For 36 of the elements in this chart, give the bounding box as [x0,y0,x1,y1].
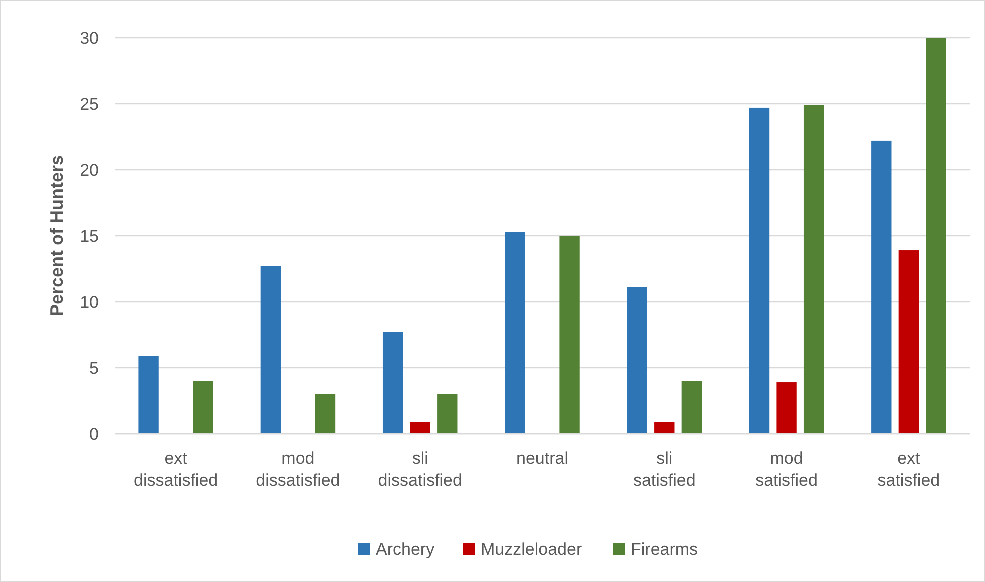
bar [505,232,526,434]
y-tick-label: 0 [90,424,99,444]
bar [138,356,159,434]
bar [315,394,336,434]
y-tick-label: 5 [90,358,99,378]
bar [749,108,770,434]
bar [682,381,702,434]
legend-label: Muzzleloader [481,540,582,559]
bar [410,422,430,434]
y-tick-label: 10 [80,292,99,312]
y-tick-label: 25 [80,94,99,114]
bar [382,332,404,434]
bar [438,394,458,434]
bar [926,38,946,434]
bar [560,236,580,434]
bar [804,105,824,434]
x-tick-label: sli satisfied [633,449,696,490]
bar [627,287,648,434]
x-tick-label: neutral [516,449,568,468]
y-axis-title: Percent of Hunters [47,155,67,317]
x-tick-label: ext dissatisfied [134,449,218,490]
x-tick-label: mod dissatisfied [256,449,340,490]
legend-label: Archery [376,540,436,559]
bar [776,382,797,434]
y-tick-label: 20 [80,160,99,180]
x-tick-label: ext satisfied [878,449,940,490]
bar [260,266,282,434]
bar [898,250,920,434]
y-tick-label: 30 [80,28,99,48]
x-tick-label: mod satisfied [756,449,818,490]
y-tick-label: 15 [80,226,99,246]
bar [193,381,214,434]
bar [872,140,892,434]
bar [654,422,675,434]
x-tick-label: sli dissatisfied [378,449,462,490]
legend-label: Firearms [631,540,698,559]
